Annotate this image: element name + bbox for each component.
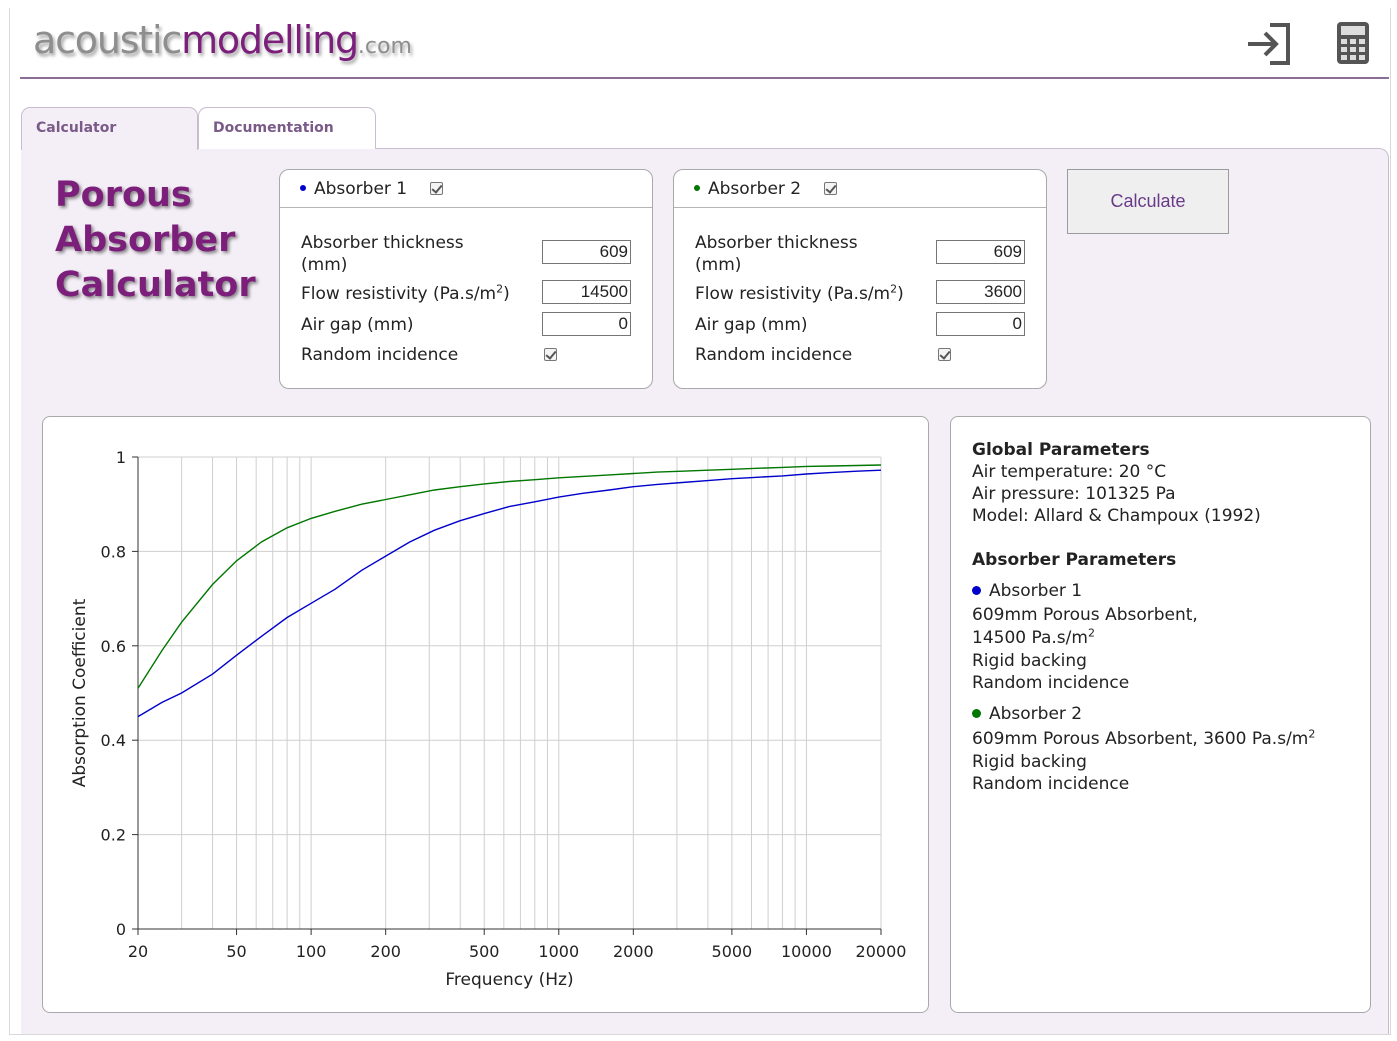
info-absorber-2-line1: 609mm Porous Absorbent, 3600 Pa.s/m2: [972, 727, 1316, 749]
absorption-chart: 0 0.2 0.4 0.6 0.8 1 20 50 100 200 500 1000 2000 5000 1…: [70, 448, 907, 990]
x-tick-label: 1000: [538, 942, 579, 961]
absorber-2-title: Absorber 2: [708, 179, 802, 199]
absorber-2-airgap-input[interactable]: 0: [936, 312, 1025, 336]
title-line-2: Absorber: [55, 220, 236, 260]
x-tick-label: 500: [469, 942, 500, 961]
x-tick-label: 2000: [613, 942, 654, 961]
y-axis-label: Absorption Coefficient: [70, 598, 90, 787]
absorber-2-enable-checkbox[interactable]: [824, 182, 837, 195]
absorption-chart-panel: 0 0.2 0.4 0.6 0.8 1 20 50 100 200 500 1000 2000 5000 1…: [42, 416, 929, 1013]
absorber-2-color-dot: [694, 185, 700, 191]
x-axis-label: Frequency (Hz): [445, 970, 573, 990]
absorber-1-airgap-label: Air gap (mm): [301, 315, 414, 335]
logo-text-acoustic: acoustic: [33, 18, 182, 62]
calculate-button[interactable]: Calculate: [1067, 169, 1229, 234]
absorber-1-card: Absorber 1 Absorber thickness (mm) 609 Fl…: [279, 169, 653, 389]
info-absorber-1-line1: 609mm Porous Absorbent,: [972, 605, 1198, 625]
y-tick-label: 1: [116, 448, 126, 467]
air-pressure-text: Air pressure: 101325 Pa: [972, 484, 1176, 504]
sign-in-icon[interactable]: [1246, 22, 1292, 66]
absorber-1-thickness-label: Absorber thickness (mm): [301, 233, 464, 275]
page-frame: [9, 8, 1391, 1035]
logo-text-modelling: modelling: [181, 18, 359, 62]
title-line-1: Porous: [55, 175, 192, 215]
x-tick-label: 100: [296, 942, 327, 961]
air-temperature-text: Air temperature: 20 °C: [972, 462, 1167, 482]
x-tick-label: 10000: [781, 942, 832, 961]
x-tick-label: 200: [370, 942, 401, 961]
absorber-1-title: Absorber 1: [314, 179, 408, 199]
absorber-1-enable-checkbox[interactable]: [430, 182, 443, 195]
x-tick-label: 50: [226, 942, 246, 961]
series-line-absorber-1: [137, 469, 882, 718]
info-absorber-2-line2: Rigid backing: [972, 752, 1087, 772]
tab-calculator[interactable]: Calculator: [21, 107, 198, 150]
absorber-parameters-heading: Absorber Parameters: [972, 550, 1177, 570]
y-tick-label: 0.4: [101, 731, 126, 750]
global-parameters-heading: Global Parameters: [972, 440, 1150, 460]
absorber-2-thickness-input[interactable]: 609: [936, 240, 1025, 264]
absorber-2-random-checkbox[interactable]: [938, 348, 951, 361]
y-tick-label: 0: [116, 920, 126, 939]
calculator-icon[interactable]: [1336, 21, 1370, 65]
absorber-2-thickness-label: Absorber thickness (mm): [695, 233, 858, 275]
info-absorber-1-line3: Rigid backing: [972, 651, 1087, 671]
x-tick-label: 5000: [712, 942, 753, 961]
logo-text-com: .com: [357, 34, 412, 59]
page-title: Porous Absorber Calculator: [55, 173, 256, 308]
series-line-absorber-2: [137, 464, 882, 689]
x-tick-label: 20000: [856, 942, 907, 961]
absorber-2-flow-label: Flow resistivity (Pa.s/m2): [695, 282, 904, 304]
info-absorber-1-title: Absorber 1: [972, 580, 1082, 602]
y-tick-label: 0.8: [101, 542, 126, 561]
absorber-2-airgap-label: Air gap (mm): [695, 315, 808, 335]
absorber-1-thickness-input[interactable]: 609: [542, 240, 631, 264]
info-absorber-1-line4: Random incidence: [972, 673, 1130, 693]
parameters-panel: Global Parameters Air temperature: 20 °C…: [950, 416, 1371, 1013]
x-tick-label: 20: [128, 942, 148, 961]
info-absorber-2-line3: Random incidence: [972, 774, 1130, 794]
header-divider: [20, 77, 1389, 79]
absorber-1-random-label: Random incidence: [301, 345, 459, 365]
absorber-1-flow-label: Flow resistivity (Pa.s/m2): [301, 282, 510, 304]
absorber-2-random-label: Random incidence: [695, 345, 853, 365]
absorber-1-airgap-input[interactable]: 0: [542, 312, 631, 336]
absorber-1-random-checkbox[interactable]: [544, 348, 557, 361]
tab-documentation[interactable]: Documentation: [198, 107, 376, 149]
absorber-2-header: Absorber 2: [674, 170, 1046, 208]
absorber-2-flow-input[interactable]: 3600: [936, 280, 1025, 304]
absorber-1-header: Absorber 1: [280, 170, 652, 208]
info-absorber-1-dot: [972, 585, 981, 595]
title-line-3: Calculator: [55, 265, 256, 305]
info-absorber-2-title: Absorber 2: [972, 703, 1082, 725]
info-absorber-2-dot: [972, 708, 981, 718]
y-tick-label: 0.2: [101, 826, 126, 845]
absorber-1-flow-input[interactable]: 14500: [542, 280, 631, 304]
absorber-1-color-dot: [300, 185, 306, 191]
model-text: Model: Allard & Champoux (1992): [972, 506, 1261, 526]
site-logo[interactable]: acousticmodelling.com: [33, 18, 412, 69]
y-tick-label: 0.6: [101, 637, 126, 656]
info-absorber-1-line2: 14500 Pa.s/m2: [972, 626, 1095, 648]
absorber-2-card: Absorber 2 Absorber thickness (mm) 609 Fl…: [673, 169, 1047, 389]
